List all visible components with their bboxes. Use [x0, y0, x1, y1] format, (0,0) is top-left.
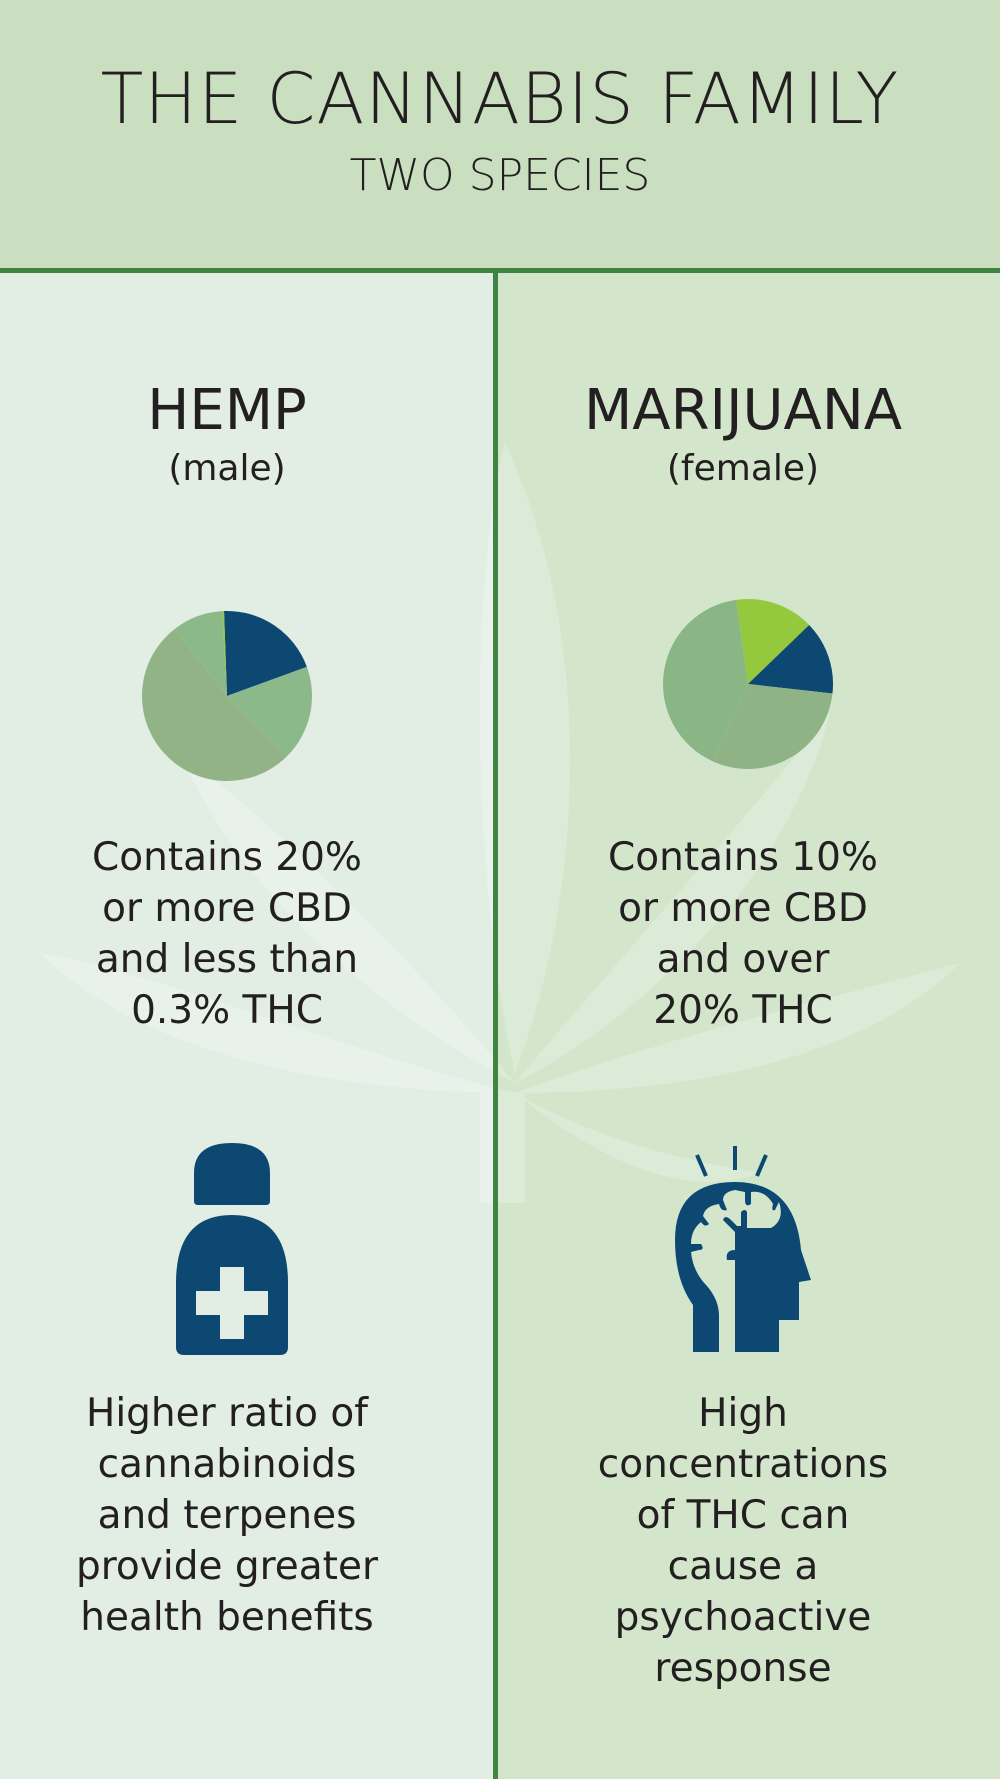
benefit-line: response	[654, 1646, 832, 1691]
header-divider	[0, 268, 1000, 273]
benefit-line: and terpenes	[97, 1493, 357, 1538]
desc-line: or more CBD	[102, 886, 352, 931]
marijuana-heading: MARIJUANA	[583, 378, 903, 443]
page-title: THE CANNABIS FAMILY	[100, 58, 900, 140]
hemp-benefit: Higher ratio of cannabinoids and terpene…	[0, 1388, 467, 1643]
desc-line: 0.3% THC	[131, 988, 323, 1033]
marijuana-pie-chart	[663, 599, 833, 769]
desc-line: Contains 10%	[608, 835, 878, 880]
header	[0, 0, 1000, 268]
marijuana-benefit: High concentrations of THC can cause a p…	[503, 1388, 983, 1694]
pie-slice	[663, 599, 748, 762]
pie-slice	[712, 684, 833, 769]
marijuana-panel	[498, 273, 1000, 1779]
desc-line: and over	[656, 937, 830, 982]
marijuana-description: Contains 10% or more CBD and over 20% TH…	[503, 832, 983, 1036]
benefit-line: psychoactive	[614, 1595, 872, 1640]
pie-slice	[142, 629, 288, 781]
desc-line: and less than	[95, 937, 359, 982]
hemp-pie-chart	[142, 611, 312, 781]
marijuana-sex: (female)	[666, 448, 820, 489]
benefit-line: cannabinoids	[97, 1442, 357, 1487]
column-divider	[493, 273, 498, 1779]
hemp-panel	[0, 273, 493, 1779]
page-subtitle: TWO SPECIES	[349, 150, 651, 201]
pie-slice	[748, 624, 833, 694]
benefit-line: Higher ratio of	[86, 1391, 368, 1436]
cannabis-leaf-watermark-icon	[40, 443, 960, 1203]
pie-slice	[227, 666, 312, 756]
benefit-line: cause a	[667, 1544, 819, 1589]
desc-line: or more CBD	[618, 886, 868, 931]
desc-line: Contains 20%	[92, 835, 362, 880]
pie-slice	[224, 611, 307, 696]
desc-line: 20% THC	[653, 988, 833, 1033]
pie-slice	[736, 599, 810, 684]
benefit-line: concentrations	[597, 1442, 889, 1487]
pie-slice	[174, 611, 227, 696]
head-brain-icon	[675, 1146, 811, 1352]
benefit-line: High	[698, 1391, 788, 1436]
benefit-line: health benefits	[80, 1595, 374, 1640]
hemp-sex: (male)	[168, 448, 286, 489]
benefit-line: provide greater	[75, 1544, 378, 1589]
hemp-heading: HEMP	[147, 378, 307, 443]
medicine-bottle-icon	[176, 1143, 288, 1355]
pie-slice	[222, 611, 227, 696]
benefit-line: of THC can	[636, 1493, 850, 1538]
hemp-description: Contains 20% or more CBD and less than 0…	[0, 832, 467, 1036]
